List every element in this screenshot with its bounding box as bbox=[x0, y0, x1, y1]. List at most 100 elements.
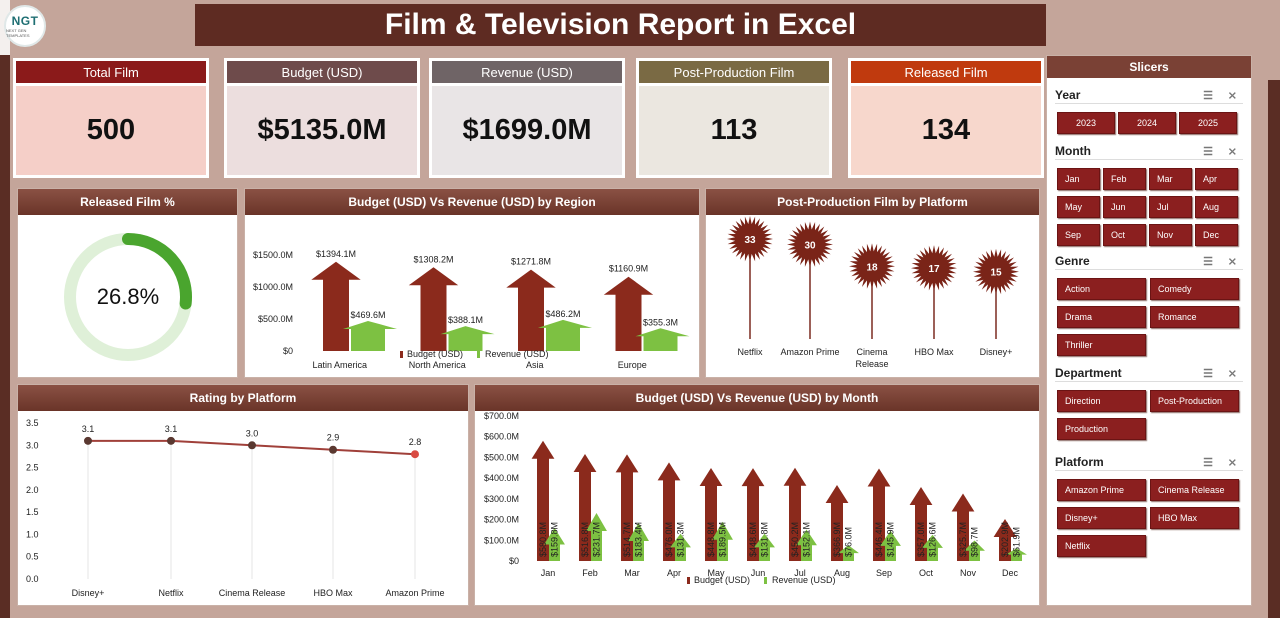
slicer-item-2023[interactable]: 2023 bbox=[1057, 112, 1115, 134]
logo-text: NGT bbox=[11, 14, 39, 28]
clear-filter-icon[interactable]: ⨯ bbox=[1227, 90, 1237, 102]
multi-select-icon[interactable]: ☰ bbox=[1203, 256, 1213, 268]
budget-data-label: $514.7M bbox=[622, 522, 632, 557]
x-tick-label: Nov bbox=[960, 568, 977, 578]
slicer-item-aug[interactable]: Aug bbox=[1195, 196, 1238, 218]
clear-filter-icon[interactable]: ⨯ bbox=[1227, 368, 1237, 380]
x-tick-label: Amazon Prime bbox=[385, 588, 444, 598]
y-tick-label: 0.0 bbox=[26, 574, 39, 584]
budget-bar bbox=[603, 276, 654, 351]
slicer-title: Month ☰ ⨯ bbox=[1055, 142, 1243, 160]
budget-data-label: $366.9M bbox=[832, 522, 842, 557]
platform-burst bbox=[973, 248, 1019, 295]
y-tick-label: 1.5 bbox=[26, 507, 39, 517]
slicer-item-2024[interactable]: 2024 bbox=[1118, 112, 1176, 134]
legend-revenue-swatch bbox=[477, 351, 480, 358]
slicer-item-romance[interactable]: Romance bbox=[1150, 306, 1239, 328]
kpi-budget: Budget (USD) $5135.0M bbox=[224, 58, 420, 178]
budget-data-label: $476.0M bbox=[664, 522, 674, 557]
budget-data-label: $1160.9M bbox=[609, 264, 648, 274]
y-tick-label: 2.0 bbox=[26, 485, 39, 495]
slicer-item-dec[interactable]: Dec bbox=[1195, 224, 1238, 246]
slicer-item-netflix[interactable]: Netflix bbox=[1057, 535, 1146, 557]
x-tick-label: HBO Max bbox=[313, 588, 353, 598]
platform-x-label: Netflix bbox=[737, 347, 763, 357]
slicer-item-direction[interactable]: Direction bbox=[1057, 390, 1146, 412]
revenue-bar bbox=[838, 545, 859, 561]
kpi-released: Released Film 134 bbox=[848, 58, 1044, 178]
slicer-item-nov[interactable]: Nov bbox=[1149, 224, 1192, 246]
slicer-month: Month ☰ ⨯ Jan Feb Mar Apr May Jun Jul Aug Sep Oct Nov… bbox=[1055, 142, 1243, 246]
slicer-item-mar[interactable]: Mar bbox=[1149, 168, 1192, 190]
clear-filter-icon[interactable]: ⨯ bbox=[1227, 457, 1237, 469]
kpi-value: $1699.0M bbox=[429, 86, 625, 178]
slicer-item-amazon-prime[interactable]: Amazon Prime bbox=[1057, 479, 1146, 501]
revenue-bar bbox=[712, 521, 733, 561]
budget-bar bbox=[741, 468, 765, 561]
slicer-item-hbo-max[interactable]: HBO Max bbox=[1150, 507, 1239, 529]
slicer-item-jul[interactable]: Jul bbox=[1149, 196, 1192, 218]
slicer-item-disney-[interactable]: Disney+ bbox=[1057, 507, 1146, 529]
platform-burst bbox=[727, 216, 773, 262]
rating-data-label: 2.8 bbox=[409, 437, 422, 447]
budget-bar bbox=[573, 453, 597, 561]
panel-budget-revenue-month: Budget (USD) Vs Revenue (USD) by Month $… bbox=[474, 384, 1040, 606]
multi-select-icon[interactable]: ☰ bbox=[1203, 90, 1213, 102]
slicer-item-drama[interactable]: Drama bbox=[1057, 306, 1146, 328]
slicer-item-oct[interactable]: Oct bbox=[1103, 224, 1146, 246]
slicer-item-post-production[interactable]: Post-Production bbox=[1150, 390, 1239, 412]
x-tick-label: Latin America bbox=[312, 360, 367, 370]
page-title: Film & Television Report in Excel bbox=[195, 4, 1046, 46]
slicer-item-cinema-release[interactable]: Cinema Release bbox=[1150, 479, 1239, 501]
x-tick-label: Netflix bbox=[158, 588, 184, 598]
budget-data-label: $448.8M bbox=[706, 522, 716, 557]
slicer-item-sep[interactable]: Sep bbox=[1057, 224, 1100, 246]
multi-select-icon[interactable]: ☰ bbox=[1203, 457, 1213, 469]
platform-x-label: Amazon Prime bbox=[780, 347, 839, 357]
slicer-item-jan[interactable]: Jan bbox=[1057, 168, 1100, 190]
slicer-item-feb[interactable]: Feb bbox=[1103, 168, 1146, 190]
legend-budget-swatch bbox=[400, 351, 403, 358]
budget-data-label: $580.8M bbox=[538, 522, 548, 557]
slicer-item-may[interactable]: May bbox=[1057, 196, 1100, 218]
x-tick-label: Oct bbox=[919, 568, 934, 578]
panel-rating-platform: Rating by Platform 3.5 3.0 2.5 2.0 1.5 1.0 0.5… bbox=[17, 384, 469, 606]
revenue-data-label: $61.9M bbox=[1012, 527, 1022, 557]
slicer-item-thriller[interactable]: Thriller bbox=[1057, 334, 1146, 356]
slicer-year: Year ☰ ⨯ 2023 2024 2025 bbox=[1055, 86, 1243, 134]
budget-bar bbox=[867, 468, 891, 561]
slicer-item-production[interactable]: Production bbox=[1057, 418, 1146, 440]
y-tick-label: $0 bbox=[509, 556, 519, 566]
kpi-value: 500 bbox=[13, 86, 209, 178]
kpi-label: Total Film bbox=[13, 58, 209, 86]
slicer-item-apr[interactable]: Apr bbox=[1195, 168, 1238, 190]
kpi-label: Post-Production Film bbox=[636, 58, 832, 86]
revenue-bar bbox=[922, 534, 943, 561]
platform-x-label: Release bbox=[855, 359, 888, 369]
y-tick-label: $500.0M bbox=[258, 314, 293, 324]
slicer-item-action[interactable]: Action bbox=[1057, 278, 1146, 300]
region-bar-chart: $1500.0M $1000.0M $500.0M $0 $1394.1M $469.6M… bbox=[253, 249, 690, 370]
slicer-item-jun[interactable]: Jun bbox=[1103, 196, 1146, 218]
revenue-data-label: $388.1M bbox=[448, 315, 483, 325]
slicer-item-comedy[interactable]: Comedy bbox=[1150, 278, 1239, 300]
revenue-data-label: $189.5M bbox=[718, 522, 728, 557]
platform-burst bbox=[849, 243, 895, 290]
multi-select-icon[interactable]: ☰ bbox=[1203, 368, 1213, 380]
y-tick-label: 2.5 bbox=[26, 463, 39, 473]
revenue-bar bbox=[964, 540, 985, 561]
panel-title: Post-Production Film by Platform bbox=[706, 189, 1039, 215]
platform-value-label: 15 bbox=[990, 268, 1002, 279]
clear-filter-icon[interactable]: ⨯ bbox=[1227, 146, 1237, 158]
slicers-pane: Slicers Year ☰ ⨯ 2023 2024 2025 Month ☰ ⨯ Jan Feb M… bbox=[1046, 55, 1252, 606]
revenue-bar bbox=[628, 523, 649, 561]
right-edge-strip bbox=[1268, 80, 1280, 618]
slicer-title: Genre ☰ ⨯ bbox=[1055, 252, 1243, 270]
multi-select-icon[interactable]: ☰ bbox=[1203, 146, 1213, 158]
y-tick-label: $200.0M bbox=[484, 515, 519, 525]
slicer-item-2025[interactable]: 2025 bbox=[1179, 112, 1237, 134]
y-tick-label: 0.5 bbox=[26, 552, 39, 562]
budget-data-label: $1308.2M bbox=[413, 254, 453, 264]
x-tick-label: North America bbox=[409, 360, 466, 370]
clear-filter-icon[interactable]: ⨯ bbox=[1227, 256, 1237, 268]
